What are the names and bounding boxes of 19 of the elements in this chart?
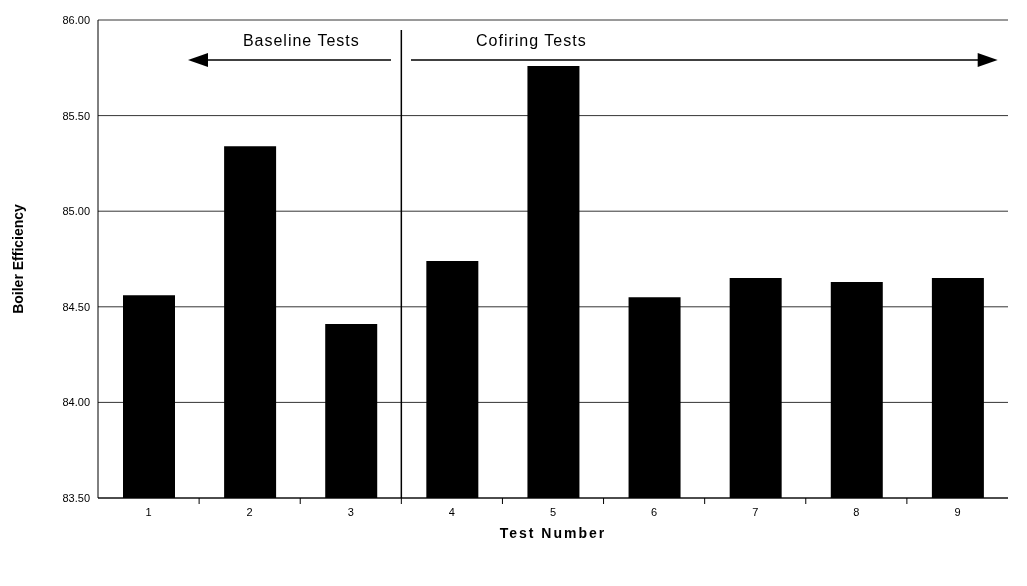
y-tick-label: 84.00 bbox=[62, 396, 90, 409]
y-axis-title: Boiler Efficiency bbox=[9, 203, 26, 314]
x-tick-label: 9 bbox=[954, 506, 961, 518]
y-tick-label: 86.00 bbox=[62, 13, 90, 26]
y-tick-label: 85.00 bbox=[62, 205, 90, 218]
y-tick-label: 84.50 bbox=[62, 300, 90, 313]
x-tick-label: 4 bbox=[448, 506, 455, 518]
annotation: Cofiring Tests bbox=[475, 32, 588, 50]
x-tick-label: 6 bbox=[651, 506, 658, 518]
x-tick-label: 7 bbox=[752, 506, 759, 518]
y-tick-label: 83.50 bbox=[62, 491, 90, 504]
x-tick-label: 5 bbox=[549, 506, 557, 518]
y-tick-label: 85.50 bbox=[62, 109, 90, 122]
x-axis-title: Test Number bbox=[499, 525, 607, 541]
x-tick-label: 1 bbox=[145, 506, 152, 518]
x-tick-label: 2 bbox=[246, 506, 253, 518]
x-tick-label: 8 bbox=[853, 506, 860, 518]
x-tick-label: 3 bbox=[347, 506, 354, 518]
annotation: Baseline Tests bbox=[241, 32, 361, 50]
